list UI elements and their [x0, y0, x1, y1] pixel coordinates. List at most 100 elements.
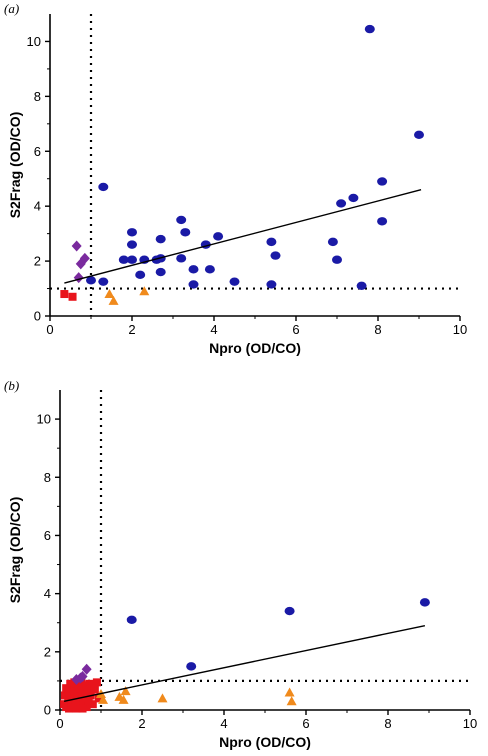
- data-point-square: [60, 290, 69, 299]
- data-point-circle: [127, 228, 137, 237]
- y-tick-label: 4: [34, 199, 41, 214]
- x-tick-label: 2: [138, 716, 145, 731]
- data-point-square: [66, 679, 75, 688]
- x-tick-label: 8: [374, 322, 381, 337]
- y-tick-label: 6: [34, 144, 41, 159]
- x-axis-title: Npro (OD/CO): [209, 340, 301, 356]
- y-tick-label: 8: [44, 470, 51, 485]
- data-point-circle: [332, 255, 342, 264]
- x-tick-label: 0: [56, 716, 63, 731]
- data-point-circle: [98, 182, 109, 192]
- data-point-triangle: [98, 694, 109, 704]
- data-point-square: [88, 700, 97, 709]
- x-tick-label: 4: [220, 716, 227, 731]
- x-tick-label: 0: [46, 322, 53, 337]
- data-point-circle: [213, 232, 224, 241]
- regression-line: [64, 189, 422, 284]
- y-tick-label: 4: [44, 586, 51, 601]
- data-point-circle: [414, 130, 424, 139]
- data-point-triangle: [284, 687, 295, 697]
- data-point-circle: [377, 217, 388, 226]
- data-point-square: [67, 698, 76, 707]
- data-point-triangle: [108, 295, 119, 305]
- x-tick-label: 10: [463, 716, 477, 731]
- data-point-square: [76, 692, 85, 701]
- data-point-circle: [188, 280, 199, 289]
- y-axis-title: S2Frag (OD/CO): [7, 497, 23, 604]
- data-point-circle: [118, 255, 129, 264]
- data-point-circle: [188, 265, 199, 274]
- data-point-diamond: [71, 240, 82, 252]
- data-point-circle: [229, 277, 240, 286]
- data-point-square: [60, 691, 69, 700]
- data-point-circle: [270, 251, 281, 260]
- y-tick-label: 2: [44, 644, 51, 659]
- data-point-triangle: [120, 686, 131, 696]
- data-point-square: [90, 685, 99, 694]
- data-point-circle: [266, 280, 277, 289]
- x-tick-label: 10: [453, 322, 467, 337]
- data-point-triangle: [118, 694, 129, 704]
- data-point-square: [70, 694, 79, 703]
- data-point-circle: [348, 193, 359, 203]
- data-point-circle: [135, 270, 146, 280]
- data-point-circle: [155, 234, 166, 244]
- data-point-square: [92, 678, 101, 687]
- x-tick-label: 8: [384, 716, 391, 731]
- x-tick-label: 6: [292, 322, 299, 337]
- data-point-circle: [377, 177, 388, 186]
- data-point-circle: [127, 255, 137, 264]
- data-point-square: [94, 694, 103, 703]
- data-point-diamond: [79, 252, 90, 264]
- data-point-circle: [126, 615, 137, 625]
- data-point-circle: [356, 281, 367, 290]
- data-point-square: [62, 684, 71, 693]
- data-point-circle: [284, 606, 295, 616]
- data-point-circle: [336, 199, 347, 208]
- data-point-triangle: [104, 289, 115, 299]
- x-axis-title: Npro (OD/CO): [219, 734, 311, 750]
- panel-a-label: (a): [4, 1, 20, 16]
- data-point-circle: [419, 598, 430, 607]
- data-point-square: [78, 688, 87, 697]
- data-point-square: [68, 292, 77, 301]
- data-point-diamond: [77, 671, 88, 683]
- data-point-circle: [327, 237, 338, 247]
- data-point-square: [74, 697, 83, 706]
- data-point-triangle: [139, 286, 150, 296]
- data-point-square: [79, 698, 88, 707]
- y-tick-label: 10: [37, 412, 51, 427]
- data-point-circle: [155, 267, 166, 277]
- data-point-square: [78, 704, 87, 713]
- data-point-triangle: [286, 696, 297, 706]
- scatter-chart-b: 0 2 4 6 8 10 0 2 4 6 8 10 Npro (OD/CO) S2Frag (OD/CO): [7, 390, 477, 750]
- data-point-square: [72, 704, 81, 713]
- x-tick-label: 4: [210, 322, 217, 337]
- data-point-square: [74, 681, 83, 690]
- panel-b-label: (b): [4, 378, 20, 393]
- y-tick-label: 6: [44, 528, 51, 543]
- y-tick-label: 10: [27, 34, 41, 49]
- data-point-circle: [86, 276, 96, 285]
- data-point-square: [82, 703, 91, 712]
- x-tick-label: 6: [302, 716, 309, 731]
- data-point-circle: [98, 277, 109, 286]
- data-point-diamond: [73, 272, 84, 284]
- data-point-circle: [364, 24, 375, 34]
- y-tick-label: 2: [34, 254, 41, 269]
- data-point-triangle: [157, 693, 168, 703]
- y-tick-label: 8: [34, 89, 41, 104]
- y-axis-title: S2Frag (OD/CO): [7, 112, 23, 219]
- data-point-circle: [127, 240, 137, 249]
- data-point-diamond: [81, 663, 92, 675]
- data-point-circle: [186, 662, 197, 671]
- scatter-chart-a: 0 2 4 6 8 10 0 2 4 6 8 10 Npro (OD/CO) S2Frag (OD/CO): [7, 14, 467, 356]
- data-point-circle: [180, 228, 191, 237]
- data-point-square: [83, 687, 92, 696]
- data-point-square: [84, 697, 93, 706]
- data-point-circle: [266, 237, 277, 247]
- data-point-circle: [176, 215, 187, 225]
- y-tick-label: 0: [34, 309, 41, 324]
- data-point-circle: [204, 265, 215, 274]
- y-tick-label: 0: [44, 703, 51, 718]
